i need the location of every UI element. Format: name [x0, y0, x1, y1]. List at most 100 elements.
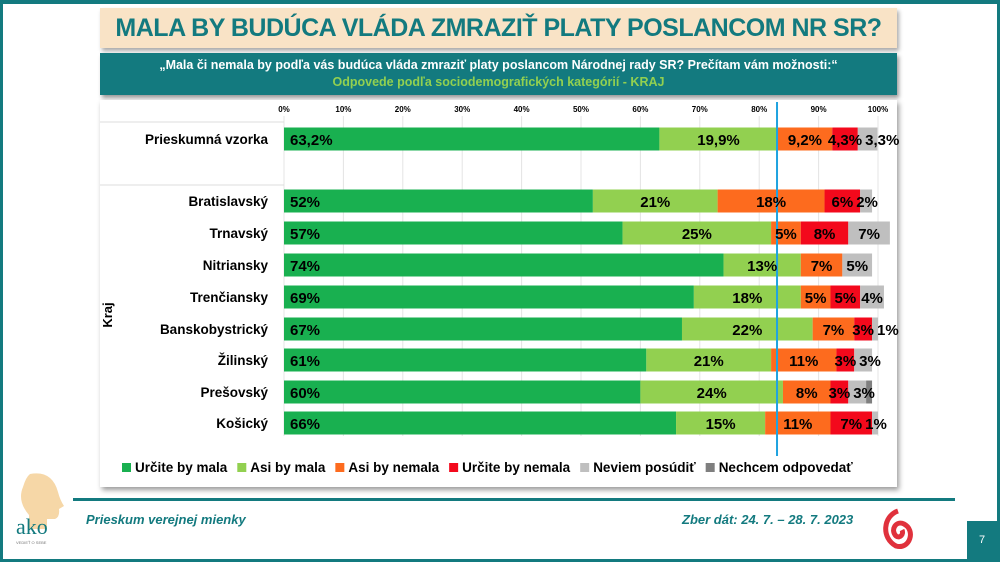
bar-segment: [284, 285, 694, 309]
bar-segment: [640, 380, 783, 404]
svg-text:VEDIEŤ O SEBE: VEDIEŤ O SEBE: [16, 540, 47, 545]
legend-swatch: [449, 463, 459, 472]
bar-segment: [830, 285, 861, 309]
bar-segment: [284, 380, 641, 404]
bar-segment: [646, 348, 772, 372]
bar-segment: [771, 348, 837, 372]
bar-segment: [765, 411, 831, 435]
bar-segment: [782, 380, 831, 404]
legend-swatch: [335, 463, 345, 472]
data-label: 3%: [829, 385, 851, 402]
data-label: 11%: [789, 353, 818, 370]
bar-segment: [622, 221, 772, 245]
data-label: 3,3%: [865, 132, 899, 149]
bar-segment: [800, 285, 831, 309]
legend-swatch: [237, 463, 247, 472]
category-label: Banskobystrický: [160, 322, 269, 337]
partner-logo-icon: [883, 508, 913, 549]
x-tick-label: 80%: [751, 105, 767, 114]
data-label: 5%: [846, 258, 868, 275]
data-label: 2%: [856, 194, 878, 211]
bar-segment: [812, 317, 855, 341]
chart-area: 0% 10% 20% 30% 40% 50% 60% 70% 80% 90% 100% Kraj Pri…: [100, 100, 899, 487]
data-label: 69%: [290, 290, 320, 307]
footer-left: Prieskum verejnej mienky: [86, 512, 246, 527]
footer-divider: [73, 498, 955, 501]
bar-segment: [717, 189, 825, 213]
data-label: 9,2%: [788, 132, 822, 149]
data-label: 8%: [814, 226, 836, 243]
data-label: 67%: [290, 322, 320, 339]
category-label: Nitriansky: [203, 258, 269, 273]
category-label: Prieskumná vzorka: [145, 132, 269, 147]
x-tick-label: 20%: [395, 105, 411, 114]
data-label: 7%: [858, 226, 880, 243]
bar-segment: [284, 189, 593, 213]
data-label: 52%: [290, 194, 320, 211]
category-label: Trenčiansky: [190, 290, 269, 305]
data-label: 66%: [290, 416, 320, 433]
data-label: 63,2%: [290, 132, 333, 149]
data-label: 60%: [290, 385, 320, 402]
stacked-bar-chart: 0% 10% 20% 30% 40% 50% 60% 70% 80% 90% 100% Kraj Pri…: [100, 102, 899, 475]
bar-segment: [284, 317, 682, 341]
bar-segment: [848, 221, 890, 245]
x-tick-label: 90%: [811, 105, 827, 114]
bar-segment: [659, 127, 778, 151]
category-label: Žilinský: [218, 353, 269, 368]
bar-segment: [860, 285, 884, 309]
bar-segment: [284, 253, 724, 277]
question-text: „Mala či nemala by podľa vás budúca vlád…: [159, 58, 838, 72]
bar-segment: [676, 411, 766, 435]
svg-text:ako: ako: [16, 514, 48, 539]
bar-segment: [284, 348, 647, 372]
data-label: 61%: [290, 353, 320, 370]
legend-label: Určite by nemala: [462, 460, 571, 475]
category-label: Bratislavský: [188, 194, 268, 209]
bar-segment: [771, 221, 801, 245]
data-label: 24%: [697, 385, 727, 402]
data-label: 4%: [861, 290, 883, 307]
data-label: 5%: [805, 290, 827, 307]
bar-segment: [800, 221, 849, 245]
bar-segment: [592, 189, 718, 213]
bar-segment: [681, 317, 813, 341]
data-label: 21%: [640, 194, 670, 211]
x-tick-label: 70%: [692, 105, 708, 114]
data-label: 13%: [747, 258, 777, 275]
legend-swatch: [122, 463, 131, 472]
category-label: Trnavský: [209, 226, 268, 241]
data-label: 19,9%: [697, 132, 740, 149]
data-label: 22%: [732, 322, 762, 339]
x-tick-label: 40%: [514, 105, 530, 114]
bar-segment: [872, 411, 878, 435]
page-number: 7: [967, 521, 997, 559]
data-label: 7%: [840, 416, 862, 433]
data-label: 1%: [865, 416, 887, 433]
legend-swatch: [580, 463, 590, 472]
data-label: 3%: [853, 385, 875, 402]
category-label: Prešovský: [200, 385, 268, 400]
legend-label: Asi by mala: [250, 460, 326, 475]
data-label: 5%: [834, 290, 856, 307]
legend-label: Neviem posúdiť: [593, 460, 696, 475]
bar-segment: [848, 380, 867, 404]
legend-swatch: [705, 463, 715, 472]
bar-segment: [723, 253, 801, 277]
bar-segment: [872, 317, 878, 341]
data-label: 3%: [859, 353, 881, 370]
bar-segment: [800, 253, 843, 277]
bar-segment: [830, 411, 873, 435]
x-tick-label: 0%: [278, 105, 290, 114]
bar-segment: [854, 317, 873, 341]
data-label: 3%: [834, 353, 856, 370]
data-label: 18%: [732, 290, 762, 307]
bar-segment: [693, 285, 801, 309]
data-label: 21%: [694, 353, 724, 370]
x-tick-label: 30%: [454, 105, 470, 114]
bar-segment: [866, 380, 873, 404]
bar-segment: [842, 253, 873, 277]
data-label: 1%: [877, 322, 899, 339]
bar-segment: [836, 348, 855, 372]
footer-date: Zber dát: 24. 7. – 28. 7. 2023: [682, 512, 854, 527]
